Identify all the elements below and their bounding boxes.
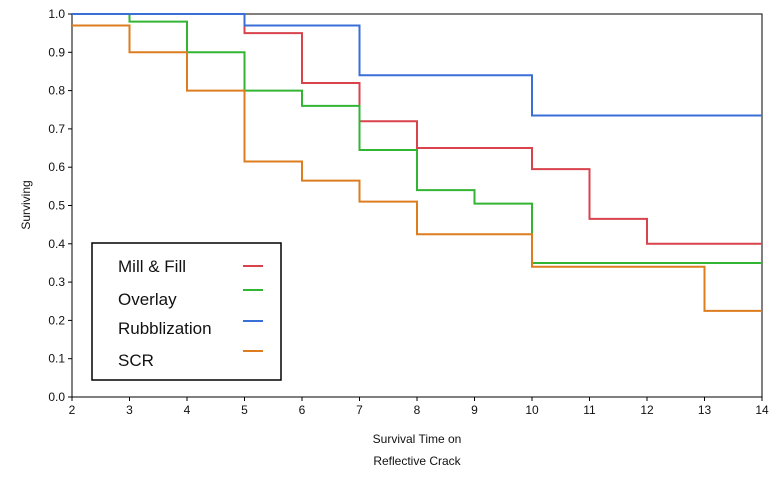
x-tick-label: 8 <box>414 403 421 417</box>
x-tick-label: 9 <box>471 403 478 417</box>
x-tick-label: 6 <box>299 403 306 417</box>
y-axis-title: Surviving <box>19 180 33 229</box>
x-axis: 2 3 4 5 6 7 8 9 10 11 12 13 14 <box>69 397 769 417</box>
x-axis-title-line-2: Reflective Crack <box>373 454 461 468</box>
series-line-overlay <box>72 13 762 264</box>
x-tick-label: 11 <box>583 403 596 417</box>
y-tick-label: 0.8 <box>48 84 65 98</box>
y-tick-label: 0.5 <box>48 199 65 213</box>
legend-label-scr: SCR <box>118 351 154 370</box>
y-tick-label: 0.0 <box>48 390 65 404</box>
x-tick-label: 5 <box>241 403 248 417</box>
legend-label-overlay: Overlay <box>118 290 177 309</box>
x-axis-title-line-1: Survival Time on <box>373 432 462 446</box>
y-tick-label: 0.4 <box>48 237 65 251</box>
series-line-rubblization <box>72 13 762 117</box>
y-tick-label: 0.6 <box>48 160 65 174</box>
x-tick-label: 10 <box>525 403 539 417</box>
y-tick-label: 0.3 <box>48 275 65 289</box>
y-tick-label: 0.2 <box>48 313 65 327</box>
y-tick-label: 0.7 <box>48 122 65 136</box>
x-tick-label: 3 <box>126 403 133 417</box>
x-tick-label: 7 <box>356 403 363 417</box>
series-layer <box>72 13 762 312</box>
y-tick-label: 0.1 <box>48 352 65 366</box>
y-tick-label: 1.0 <box>48 7 65 21</box>
legend: Mill & Fill Overlay Rubblization SCR <box>91 242 282 381</box>
x-tick-label: 13 <box>698 403 712 417</box>
x-tick-label: 2 <box>69 403 76 417</box>
series-line-mill-fill <box>72 13 762 245</box>
x-tick-label: 14 <box>755 403 769 417</box>
legend-label-mill-fill: Mill & Fill <box>118 257 186 276</box>
x-tick-label: 4 <box>184 403 191 417</box>
legend-label-rubblization: Rubblization <box>118 319 212 338</box>
y-axis: 0.0 0.1 0.2 0.3 0.4 0.5 0.6 0.7 0.8 0.9 1.0 <box>48 7 72 404</box>
x-tick-label: 12 <box>640 403 654 417</box>
series-line-scr <box>72 24 762 312</box>
y-tick-label: 0.9 <box>48 45 65 59</box>
